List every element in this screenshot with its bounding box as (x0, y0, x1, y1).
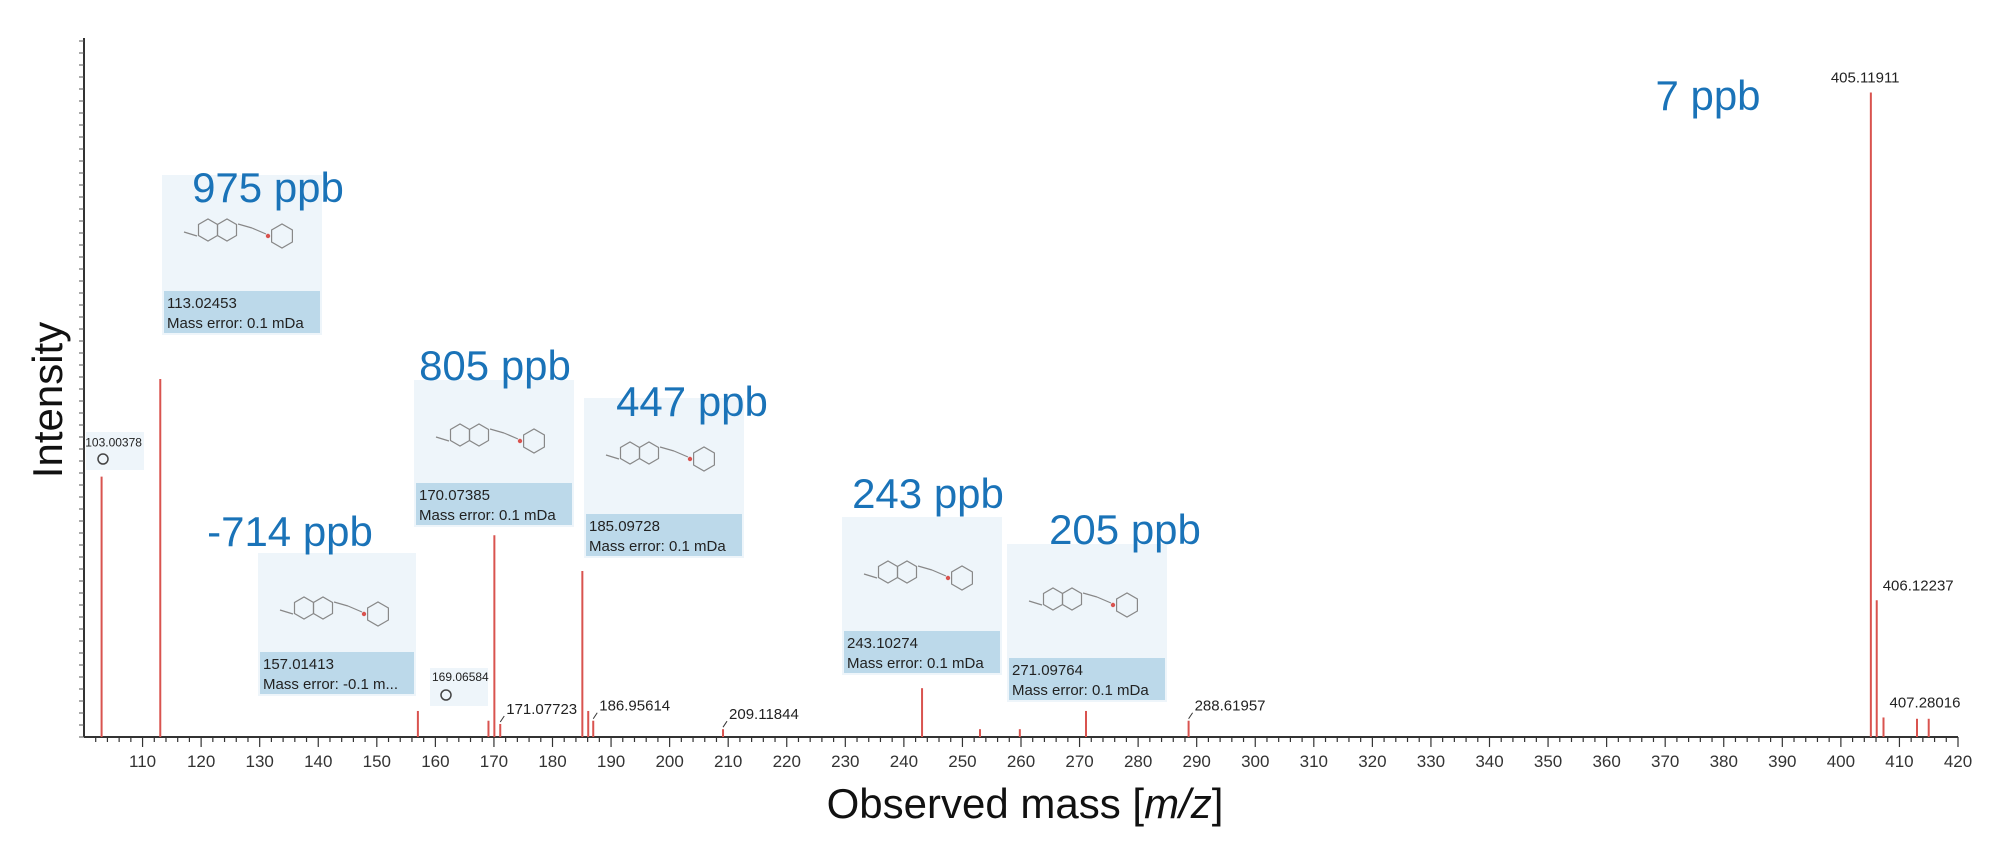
card-label-background (260, 652, 414, 694)
x-tick-label: 290 (1183, 752, 1211, 771)
x-tick-label: 260 (1007, 752, 1035, 771)
x-tick-label: 240 (890, 752, 918, 771)
small-peak-label: 169.06584 (432, 670, 489, 684)
card-mass-label: 271.09764 (1012, 662, 1083, 679)
peak-labels: 103.00378 171.07723 186.95614 209.11844 288.… (85, 70, 1960, 728)
ppb-labels: 975 ppb -714 ppb 805 ppb 447 ppb 243 ppb 205 … (192, 72, 1760, 555)
peak-label-connector (722, 720, 728, 728)
small-card-background (430, 668, 488, 706)
peak-label: 186.95614 (599, 698, 670, 715)
x-tick-label: 390 (1768, 752, 1796, 771)
card-mass-label: 170.07385 (419, 487, 490, 504)
peak-label: 103.00378 (85, 436, 142, 450)
card-label-background (586, 514, 742, 556)
card-mass-error: Mass error: 0.1 mDa (1012, 682, 1149, 699)
x-tick-label: 400 (1827, 752, 1855, 771)
x-ticks: 110 120 130 140 150 160 170 180 190 200 210 220 230 2… (95, 737, 1972, 771)
molecule-structure-icon (435, 423, 546, 454)
card-label-background (1009, 658, 1165, 700)
x-tick-label: 380 (1710, 752, 1738, 771)
x-tick-label: 140 (304, 752, 332, 771)
ppb-label: 243 ppb (852, 470, 1004, 517)
x-tick-label: 360 (1592, 752, 1620, 771)
x-tick-label: 320 (1358, 752, 1386, 771)
card-label-background (416, 483, 572, 525)
peaks (100, 92, 1930, 737)
molecule-structure-icon (863, 560, 974, 591)
peak-label: 171.07723 (506, 701, 577, 718)
ppb-label: -714 ppb (207, 508, 373, 555)
peak-label: 288.61957 (1195, 698, 1266, 715)
small-peak-annotation: 169.06584 (430, 668, 489, 706)
annotation-card: 185.09728 Mass error: 0.1 mDa (584, 398, 744, 558)
ppb-label: 7 ppb (1655, 72, 1760, 119)
peak-label-connector (592, 712, 598, 720)
x-tick-label: 160 (421, 752, 449, 771)
x-tick-label: 270 (1065, 752, 1093, 771)
molecule-icon (440, 689, 452, 701)
annotation-cards: 113.02453 Mass error: 0.1 mDa 157.01413 Mas… (86, 175, 1167, 706)
card-mass-label: 243.10274 (847, 635, 918, 652)
x-tick-label: 120 (187, 752, 215, 771)
annotation-card: 157.01413 Mass error: -0.1 m... (258, 553, 416, 696)
x-tick-label: 110 (129, 752, 156, 771)
x-tick-label: 200 (655, 752, 683, 771)
ppb-label: 205 ppb (1049, 506, 1201, 553)
x-tick-label: 130 (246, 752, 274, 771)
small-peak-annotation (86, 432, 144, 470)
x-tick-label: 310 (1300, 752, 1328, 771)
ppb-label: 447 ppb (616, 378, 768, 425)
peak-label: 407.28016 (1890, 694, 1961, 711)
x-tick-label: 350 (1534, 752, 1562, 771)
x-tick-label: 150 (363, 752, 391, 771)
peak-label-connector (1188, 712, 1194, 720)
card-mass-error: Mass error: 0.1 mDa (419, 507, 556, 524)
y-axis-title: Intensity (24, 322, 71, 478)
x-tick-label: 210 (714, 752, 742, 771)
x-tick-label: 280 (1124, 752, 1152, 771)
ppb-label: 805 ppb (419, 342, 571, 389)
x-tick-label: 420 (1944, 752, 1972, 771)
molecule-structure-icon (1028, 587, 1139, 618)
card-mass-error: Mass error: 0.1 mDa (167, 315, 304, 332)
peak-label: 406.12237 (1883, 577, 1954, 594)
molecule-structure-icon (279, 596, 389, 627)
card-label-background (844, 631, 1000, 673)
small-card-background (86, 432, 144, 470)
card-mass-error: Mass error: 0.1 mDa (847, 655, 984, 672)
x-tick-label: 370 (1651, 752, 1679, 771)
x-tick-label: 180 (538, 752, 566, 771)
x-tick-label: 340 (1475, 752, 1503, 771)
x-axis-title: Observed mass [m/z] (827, 780, 1224, 827)
card-mass-label: 157.01413 (263, 656, 334, 673)
x-tick-label: 330 (1417, 752, 1445, 771)
x-tick-label: 230 (831, 752, 859, 771)
card-mass-label: 113.02453 (167, 295, 237, 312)
card-mass-error: Mass error: -0.1 m... (263, 676, 398, 693)
x-tick-label: 220 (773, 752, 801, 771)
x-tick-label: 410 (1885, 752, 1913, 771)
ppb-label: 975 ppb (192, 164, 344, 211)
card-label-background (164, 291, 320, 333)
peak-label-connector (499, 715, 505, 723)
y-minor-ticks (79, 40, 84, 738)
annotation-card: 170.07385 Mass error: 0.1 mDa (414, 380, 574, 527)
molecule-structure-icon (605, 441, 716, 472)
peak-label: 209.11844 (729, 706, 799, 723)
x-tick-label: 250 (948, 752, 976, 771)
molecule-structure-icon (183, 218, 293, 249)
card-mass-label: 185.09728 (589, 518, 660, 535)
molecule-icon (97, 453, 109, 465)
annotation-card: 113.02453 Mass error: 0.1 mDa (162, 175, 322, 335)
annotation-card: 243.10274 Mass error: 0.1 mDa (842, 517, 1002, 675)
annotation-card: 271.09764 Mass error: 0.1 mDa (1007, 544, 1167, 702)
x-tick-label: 300 (1241, 752, 1269, 771)
peak-label: 405.11911 (1831, 70, 1900, 87)
x-tick-label: 190 (597, 752, 625, 771)
card-mass-error: Mass error: 0.1 mDa (589, 538, 726, 555)
x-tick-label: 170 (480, 752, 508, 771)
